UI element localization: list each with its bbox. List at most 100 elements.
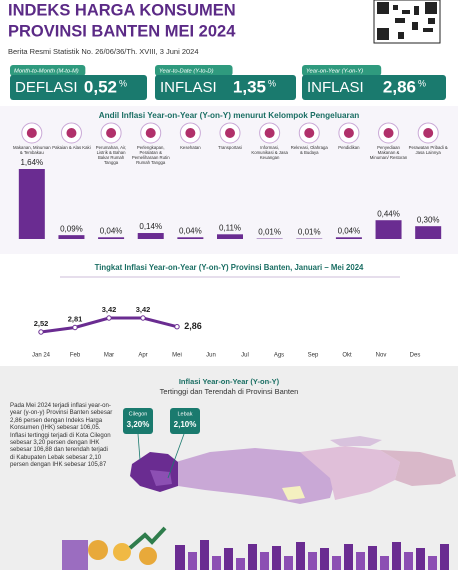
x-label: Mei (172, 353, 182, 359)
map-subtitle: Tertinggi dan Terendah di Provinsi Bante… (160, 387, 299, 396)
category-box: Transportasi (210, 145, 250, 171)
callout-name: Cilegon (129, 411, 148, 417)
value-label: 0,11% (219, 223, 241, 232)
value-label: 0,44% (377, 209, 400, 218)
bar (177, 237, 203, 239)
category-box: Pendidikan (329, 145, 369, 171)
value-label: 0,30% (417, 215, 440, 224)
paragraph-box: Pada Mei 2024 terjadi inflasi year-on-ye… (10, 402, 114, 512)
icon-glyph (423, 128, 433, 138)
category-box: Rekreasi, Olahraga & Budaya (289, 145, 329, 171)
kpi-period: Year-on-Year (Y-on-Y) (306, 69, 363, 75)
category-box: Pakaian & Alas Kaki (52, 145, 92, 171)
category-box: Kesehatan (171, 145, 211, 171)
bar-title: Andil Inflasi Year-on-Year (Y-on-Y) menu… (99, 111, 360, 120)
title: PROVINSI BANTEN MEI 2024 (8, 22, 236, 40)
point (107, 316, 111, 320)
value-label: 1,64% (20, 158, 43, 167)
x-label: Ags (274, 353, 284, 359)
x-label: Okt (342, 353, 352, 359)
value-label: 0,04% (179, 226, 202, 235)
category-label: Pendidikan (329, 145, 369, 150)
value-label: 3,42 (136, 305, 151, 314)
x-label: Feb (70, 353, 81, 359)
icon-glyph (66, 128, 76, 138)
category-label: Perumahan, Air, Listrik & Bahan Bakar Ru… (91, 145, 131, 165)
kpi-status: INFLASI (307, 79, 364, 96)
value-label: 2,86 (184, 321, 202, 331)
category-label: Kesehatan (171, 145, 211, 150)
kpi-value: 2,86 (383, 77, 416, 96)
value-label: 3,42 (102, 305, 117, 314)
callout-value: 3,20% (127, 420, 150, 429)
bar (376, 220, 402, 239)
icon-glyph (384, 128, 394, 138)
category-box: Penyediaan Makanan & Minuman/ Restoran (369, 145, 409, 171)
value-label: 0,09% (60, 224, 83, 233)
category-label: Pakaian & Alas Kaki (52, 145, 92, 150)
x-label: Nov (376, 353, 387, 359)
category-label: Perlengkapan, Peralatan & Pemeliharaan R… (131, 145, 171, 165)
kpi-status: INFLASI (160, 79, 217, 96)
icon-glyph (344, 128, 354, 138)
qr-code (374, 0, 440, 43)
category-box: Perlengkapan, Peralatan & Pemeliharaan R… (131, 145, 171, 171)
map-title: Inflasi Year-on-Year (Y-on-Y) (179, 377, 280, 386)
point (39, 330, 43, 334)
bar (415, 226, 441, 239)
bar (217, 234, 243, 239)
kpi-period: Month-to-Month (M-to-M) (14, 69, 79, 75)
x-label: Apr (138, 353, 147, 359)
value-label: 0,04% (100, 226, 123, 235)
x-label: Des (410, 353, 421, 359)
kpi-unit: % (268, 78, 276, 88)
category-label: Penyediaan Makanan & Minuman/ Restoran (369, 145, 409, 160)
value-label: 0,01% (258, 228, 281, 237)
x-label: Jun (206, 353, 216, 359)
x-label: Jan 24 (32, 353, 51, 359)
value-label: 0,14% (139, 222, 162, 231)
value-label: 0,01% (298, 228, 321, 237)
icon-glyph (185, 128, 195, 138)
category-label: Perawatan Pribadi & Jasa Lainnya (408, 145, 448, 155)
bar (58, 235, 84, 239)
icon-glyph (27, 128, 37, 138)
point (175, 325, 179, 329)
bar (138, 233, 164, 239)
kpi-value: 1,35 (233, 77, 266, 96)
bar (19, 169, 45, 239)
value-label: 2,81 (68, 314, 83, 323)
point (73, 325, 77, 329)
category-box: Perawatan Pribadi & Jasa Lainnya (408, 145, 448, 171)
category-label: Rekreasi, Olahraga & Budaya (289, 145, 329, 155)
subtitle: Berita Resmi Statistik No. 26/06/36/Th. … (8, 47, 199, 56)
x-label: Sep (308, 353, 319, 359)
bar (336, 237, 362, 239)
icon-glyph (106, 128, 116, 138)
paragraph: Pada Mei 2024 terjadi inflasi year-on-ye… (10, 402, 114, 469)
kpi-value: 0,52 (84, 77, 117, 96)
icon-glyph (225, 128, 235, 138)
icon-glyph (304, 128, 314, 138)
category-box: Informasi, Komunikasi & Jasa Keuangan (250, 145, 290, 171)
point (141, 316, 145, 320)
value-label: 2,52 (34, 319, 49, 328)
icon-glyph (146, 128, 156, 138)
category-label: Informasi, Komunikasi & Jasa Keuangan (250, 145, 290, 160)
title: INDEKS HARGA KONSUMEN (8, 1, 236, 19)
callout-name: Lebak (178, 411, 193, 417)
kpi-unit: % (418, 78, 426, 88)
x-label: Jul (241, 353, 249, 359)
callout-value: 2,10% (174, 420, 197, 429)
kpi-period: Year-to-Date (Y-to-D) (159, 69, 214, 75)
line-title: Tingkat Inflasi Year-on-Year (Y-on-Y) Pr… (95, 263, 364, 272)
value-label: 0,04% (338, 226, 361, 235)
icon-glyph (265, 128, 275, 138)
bar (98, 237, 124, 239)
x-label: Mar (104, 353, 114, 359)
kpi-status: DEFLASI (15, 79, 78, 96)
category-label: Transportasi (210, 145, 250, 150)
category-label: Makanan, Minuman & Tembakau (12, 145, 52, 155)
category-box: Perumahan, Air, Listrik & Bahan Bakar Ru… (91, 145, 131, 171)
